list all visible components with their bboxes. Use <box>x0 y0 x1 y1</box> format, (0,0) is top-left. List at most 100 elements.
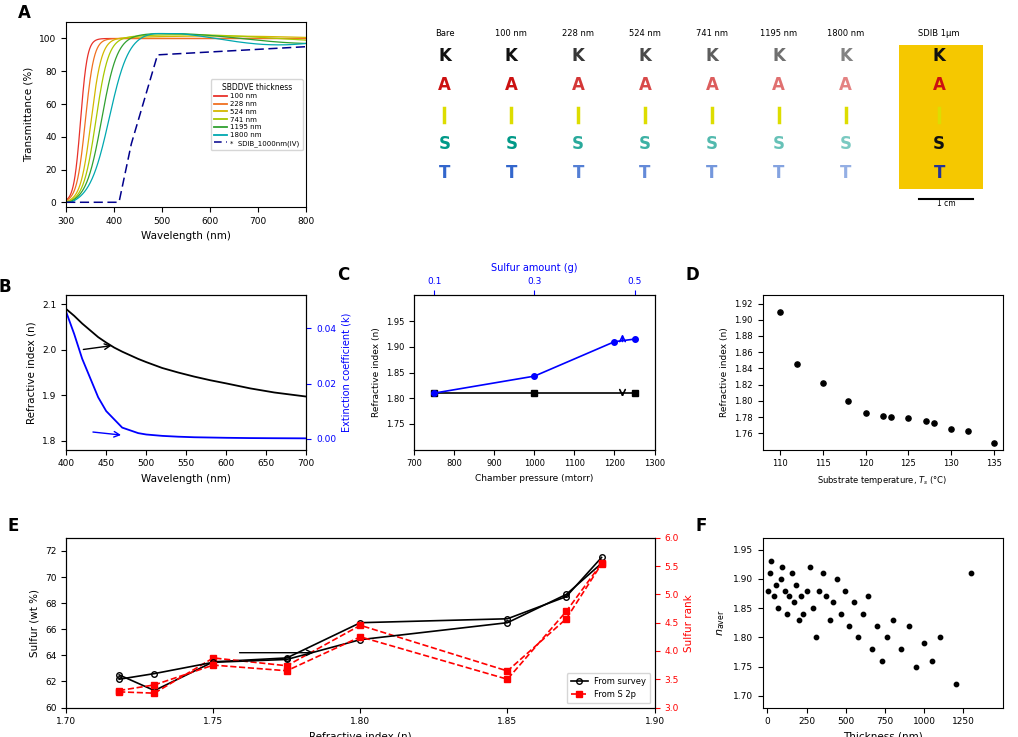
X-axis label: Substrate temperature, $T_s$ (°C): Substrate temperature, $T_s$ (°C) <box>817 474 948 487</box>
1800 nm <box>149 29 161 38</box>
Point <box>916 638 932 649</box>
X-axis label: Refractive index (n): Refractive index (n) <box>309 732 411 737</box>
Line: 1800 nm: 1800 nm <box>66 34 306 202</box>
1195 nm <box>300 39 313 48</box>
Point <box>893 643 909 655</box>
228 nm <box>247 34 260 43</box>
Point <box>789 358 805 370</box>
Point <box>917 416 934 427</box>
1195 nm <box>153 29 165 38</box>
1195 nm <box>251 36 264 45</box>
Text: T: T <box>572 164 584 182</box>
Y-axis label: Extinction coefficient (k): Extinction coefficient (k) <box>342 312 351 432</box>
Point <box>829 573 845 584</box>
Line: 741 nm: 741 nm <box>66 35 306 202</box>
Point <box>900 412 916 424</box>
Text: T: T <box>439 164 450 182</box>
1195 nm <box>225 33 237 42</box>
Point <box>773 573 789 584</box>
X-axis label: Wavelength (nm): Wavelength (nm) <box>142 474 231 484</box>
Y-axis label: Refractive index (n): Refractive index (n) <box>26 321 37 424</box>
Point <box>846 596 862 608</box>
Text: S: S <box>705 135 718 153</box>
Point <box>814 567 831 579</box>
Text: 1 cm: 1 cm <box>937 198 955 208</box>
Point <box>795 608 811 620</box>
Point <box>908 660 924 672</box>
Point <box>926 417 943 429</box>
Point <box>818 590 835 602</box>
Text: SDIB 1μm: SDIB 1μm <box>918 29 960 38</box>
Point <box>837 584 853 596</box>
Text: Bare: Bare <box>435 29 454 38</box>
Text: S: S <box>840 135 852 153</box>
100 nm <box>247 34 260 43</box>
Point <box>766 590 782 602</box>
Text: 228 nm: 228 nm <box>562 29 595 38</box>
228 nm <box>166 34 178 43</box>
Point <box>986 437 1003 449</box>
1195 nm <box>84 167 97 175</box>
524 nm <box>60 197 72 206</box>
Point <box>784 567 800 579</box>
Text: A: A <box>505 77 518 94</box>
Text: K: K <box>839 47 852 65</box>
Text: K: K <box>438 47 451 65</box>
Point <box>804 602 821 614</box>
741 nm <box>247 32 260 41</box>
Text: T: T <box>639 164 651 182</box>
Line: 524 nm: 524 nm <box>66 36 306 201</box>
Text: A: A <box>705 77 719 94</box>
Point <box>771 602 787 614</box>
Point <box>779 608 795 620</box>
Point <box>900 620 916 632</box>
X-axis label: Sulfur amount (g): Sulfur amount (g) <box>492 263 577 273</box>
Text: 741 nm: 741 nm <box>696 29 728 38</box>
Y-axis label: Sulfur rank: Sulfur rank <box>684 594 694 652</box>
100 nm <box>60 195 72 204</box>
228 nm <box>238 34 250 43</box>
Point <box>772 306 788 318</box>
741 nm <box>84 149 97 158</box>
Point <box>874 410 891 422</box>
100 nm <box>199 34 211 43</box>
Point <box>761 567 778 579</box>
Line: *  SDIB_1000nm(IV): * SDIB_1000nm(IV) <box>66 46 306 202</box>
100 nm <box>157 34 169 43</box>
Point <box>814 377 831 389</box>
1195 nm <box>166 29 178 38</box>
100 nm <box>84 42 97 51</box>
524 nm <box>225 32 237 41</box>
Text: S: S <box>505 135 517 153</box>
Text: S: S <box>439 135 450 153</box>
741 nm <box>225 32 237 41</box>
228 nm <box>157 34 169 43</box>
Point <box>963 567 979 579</box>
100 nm <box>166 34 178 43</box>
Text: A: A <box>932 77 946 94</box>
Point <box>786 596 802 608</box>
*  SDIB_1000nm(IV) <box>157 50 169 59</box>
1800 nm <box>300 39 313 48</box>
Point <box>855 608 871 620</box>
Point <box>781 590 797 602</box>
Text: A: A <box>572 77 584 94</box>
Text: 100 nm: 100 nm <box>496 29 527 38</box>
Text: 1195 nm: 1195 nm <box>760 29 797 38</box>
1195 nm <box>60 198 72 206</box>
Legend: 100 nm, 228 nm, 524 nm, 741 nm, 1195 nm, 1800 nm, *  SDIB_1000nm(IV): 100 nm, 228 nm, 524 nm, 741 nm, 1195 nm,… <box>211 79 302 150</box>
524 nm <box>157 32 169 41</box>
228 nm <box>84 71 97 80</box>
1800 nm <box>84 178 97 186</box>
Text: D: D <box>686 266 699 284</box>
Point <box>857 408 873 419</box>
100 nm <box>251 34 264 43</box>
Point <box>811 584 828 596</box>
Point <box>768 579 784 590</box>
741 nm <box>178 30 190 39</box>
Point <box>859 590 875 602</box>
741 nm <box>166 30 178 39</box>
Text: A: A <box>839 77 852 94</box>
Point <box>850 632 866 643</box>
Text: T: T <box>706 164 718 182</box>
